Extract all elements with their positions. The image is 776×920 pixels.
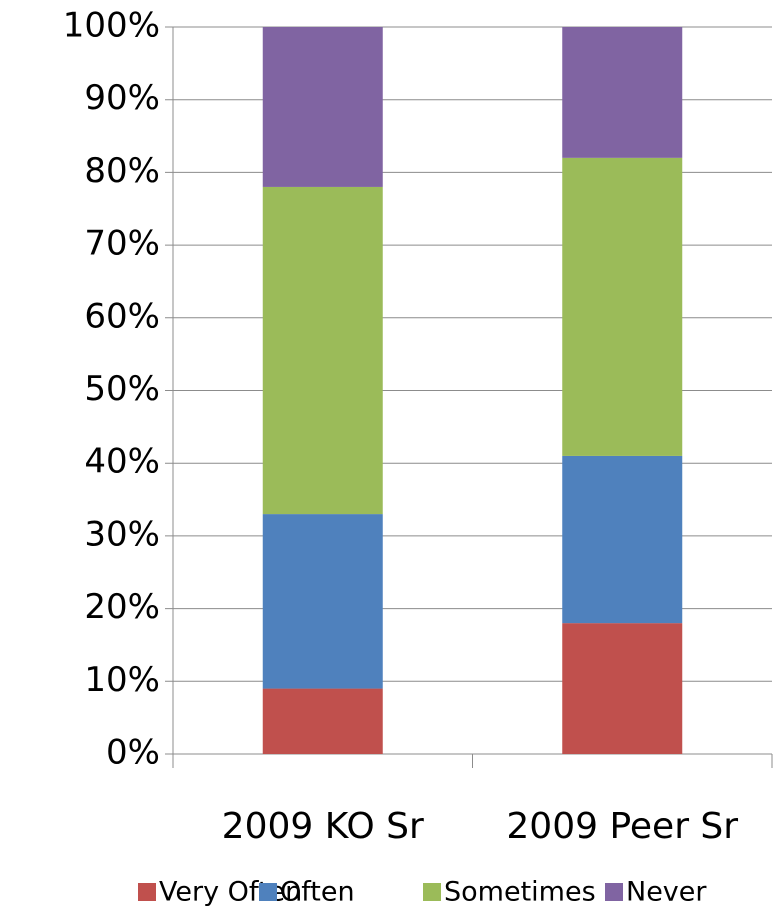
legend-label: Often	[280, 877, 355, 908]
y-tick-label: 60%	[84, 296, 160, 336]
legend-label: Never	[626, 877, 707, 908]
bar-segment	[262, 688, 383, 754]
y-tick-label: 0%	[106, 733, 160, 773]
y-tick-label: 30%	[84, 514, 160, 554]
legend-swatch	[259, 883, 277, 901]
y-tick-label: 20%	[84, 587, 160, 627]
legend-label: Very Often	[159, 877, 302, 908]
y-tick-label: 40%	[84, 442, 160, 482]
y-tick-label: 80%	[84, 151, 160, 191]
y-tick-label: 70%	[84, 224, 160, 264]
y-tick-label: 90%	[84, 78, 160, 118]
bar-segment	[262, 514, 383, 689]
bar-segment	[262, 186, 383, 515]
bar-segment	[562, 157, 683, 456]
bar-segment	[562, 27, 683, 158]
y-tick-label: 100%	[63, 6, 160, 46]
x-tick-label: 2009 KO Sr	[222, 806, 424, 847]
x-tick-label: 2009 Peer Sr	[506, 806, 738, 847]
bar-segment	[562, 623, 683, 754]
legend-label: Sometimes	[444, 877, 596, 908]
legend-swatch	[423, 883, 441, 901]
y-tick-label: 50%	[84, 369, 160, 409]
bar-segment	[262, 27, 383, 187]
legend-swatch	[605, 883, 623, 901]
y-tick-label: 10%	[84, 660, 160, 700]
bar-segment	[562, 455, 683, 624]
legend-swatch	[138, 883, 156, 901]
